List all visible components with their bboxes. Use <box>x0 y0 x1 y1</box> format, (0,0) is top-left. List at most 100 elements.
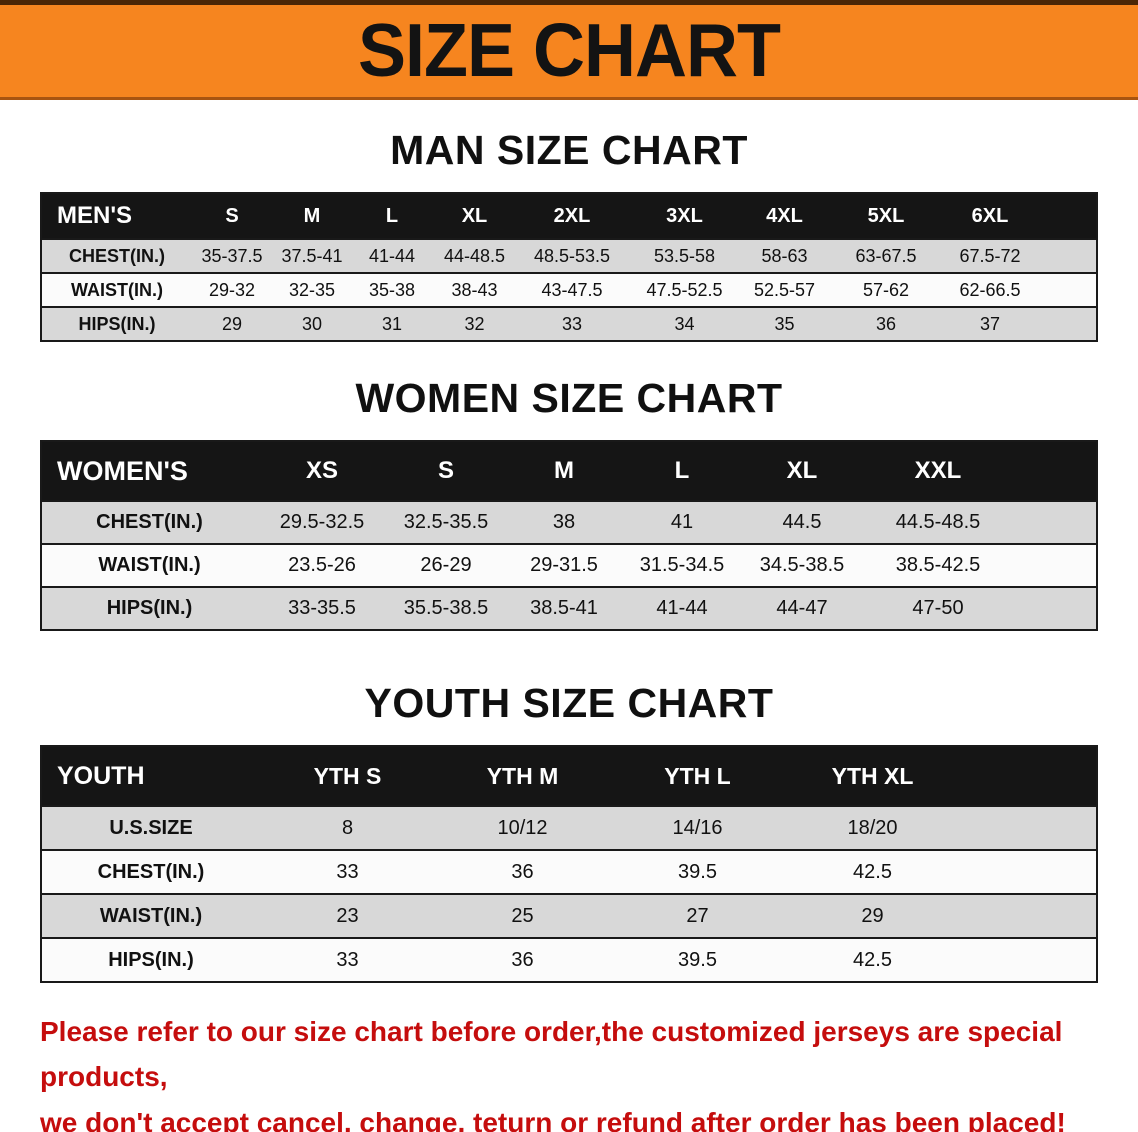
size-value: 63-67.5 <box>855 245 917 266</box>
size-value: 48.5-53.5 <box>533 245 611 266</box>
size-value: 62-66.5 <box>959 279 1021 300</box>
measurement-row: WAIST(IN.) 23.5-26 26-29 29-31.5 31.5-34.5 34… <box>42 543 1096 586</box>
row-label: HIPS(IN.) <box>108 948 194 971</box>
men-heading: MAN SIZE CHART <box>390 127 748 173</box>
youth-section: YOUTH SIZE CHART YOUTH YTH S YTH M YTH L YTH … <box>0 681 1138 983</box>
youth-table-title: YOUTH <box>57 761 145 790</box>
size-column-header: YTH L <box>664 762 731 789</box>
size-value: 33 <box>336 948 359 971</box>
size-value: 39.5 <box>678 860 717 883</box>
sections-container: MAN SIZE CHART MEN'S S M L XL 2XL 3XL 4XL 5XL 6XL C… <box>0 128 1138 983</box>
men-section: MAN SIZE CHART MEN'S S M L XL 2XL 3XL 4XL 5XL 6XL C… <box>0 128 1138 342</box>
measurement-row: WAIST(IN.) 29-32 32-35 35-38 38-43 43-47.5 47.… <box>42 272 1096 306</box>
size-value: 38.5-41 <box>530 597 598 619</box>
size-value: 34 <box>674 313 695 334</box>
youth-header-row: YOUTH YTH S YTH M YTH L YTH XL <box>42 747 1096 805</box>
size-value: 42.5 <box>853 948 892 971</box>
size-value: 34.5-38.5 <box>759 554 845 576</box>
women-heading: WOMEN SIZE CHART <box>355 375 783 421</box>
size-column-header: 6XL <box>971 204 1009 227</box>
size-column-header: M <box>554 457 574 484</box>
size-column-header: XL <box>786 457 818 484</box>
row-label: HIPS(IN.) <box>78 313 156 334</box>
measurement-row: CHEST(IN.) 29.5-32.5 32.5-35.5 38 41 44.5 44.5… <box>42 500 1096 543</box>
size-value: 27 <box>686 904 709 927</box>
size-value: 36 <box>511 860 534 883</box>
measurement-row: HIPS(IN.) 33 36 39.5 42.5 <box>42 937 1096 981</box>
size-value: 10/12 <box>497 816 548 839</box>
size-value: 57-62 <box>862 279 910 300</box>
size-value: 47.5-52.5 <box>646 279 723 300</box>
size-column-header: YTH M <box>486 762 559 789</box>
banner: SIZE CHART <box>0 0 1138 100</box>
women-size-table: WOMEN'S XS S M L XL XXL CHEST(IN.) 29.5-32.5 32.5… <box>40 440 1098 631</box>
size-value: 47-50 <box>912 597 964 619</box>
measurement-row: WAIST(IN.) 23 25 27 29 <box>42 893 1096 937</box>
size-value: 29.5-32.5 <box>279 511 365 533</box>
size-value: 41-44 <box>368 245 416 266</box>
size-value: 58-63 <box>761 245 808 266</box>
measurement-row: U.S.SIZE 8 10/12 14/16 18/20 <box>42 805 1096 849</box>
measurement-row: CHEST(IN.) 35-37.5 37.5-41 41-44 44-48.5 48.5… <box>42 238 1096 272</box>
size-column-header: XS <box>305 457 338 484</box>
size-value: 23 <box>336 904 359 927</box>
size-value: 37.5-41 <box>281 245 343 266</box>
size-value: 32 <box>464 313 485 334</box>
size-value: 32.5-35.5 <box>403 511 489 533</box>
row-label: CHEST(IN.) <box>97 860 205 883</box>
size-value: 32-35 <box>288 279 336 300</box>
size-value: 36 <box>875 313 897 334</box>
size-value: 38-43 <box>451 279 498 300</box>
size-value: 53.5-58 <box>653 245 716 266</box>
measurement-row: HIPS(IN.) 29 30 31 32 33 34 35 36 37 <box>42 306 1096 340</box>
size-value: 39.5 <box>678 948 717 971</box>
size-value: 8 <box>341 816 354 839</box>
men-header-row: MEN'S S M L XL 2XL 3XL 4XL 5XL 6XL <box>42 194 1096 238</box>
size-value: 33 <box>561 313 583 334</box>
size-column-header: L <box>674 457 690 484</box>
size-value: 31.5-34.5 <box>639 554 725 576</box>
row-label: U.S.SIZE <box>109 816 193 839</box>
size-value: 23.5-26 <box>288 554 356 576</box>
row-label: WAIST(IN.) <box>71 279 163 300</box>
women-section: WOMEN SIZE CHART WOMEN'S XS S M L XL XXL CHEST(I… <box>0 376 1138 631</box>
size-value: 44.5 <box>782 511 822 533</box>
size-value: 38 <box>552 511 576 533</box>
size-value: 31 <box>381 313 403 334</box>
size-value: 29-31.5 <box>530 554 598 576</box>
size-column-header: 2XL <box>553 204 591 227</box>
notice-line-2: we don't accept cancel, change, teturn o… <box>40 1106 1066 1132</box>
size-column-header: 5XL <box>867 204 905 227</box>
size-value: 18/20 <box>847 816 898 839</box>
size-value: 41-44 <box>656 597 708 619</box>
size-value: 41 <box>670 511 694 533</box>
size-value: 43-47.5 <box>541 279 603 300</box>
notice-line-1: Please refer to our size chart before or… <box>40 1016 1063 1093</box>
size-column-header: 4XL <box>766 204 803 227</box>
row-label: CHEST(IN.) <box>69 245 165 266</box>
size-value: 33-35.5 <box>288 597 356 619</box>
row-label: CHEST(IN.) <box>96 511 203 533</box>
size-value: 14/16 <box>672 816 723 839</box>
size-value: 38.5-42.5 <box>895 554 981 576</box>
size-column-header: XXL <box>914 457 962 484</box>
notice: Please refer to our size chart before or… <box>40 1009 1100 1132</box>
size-value: 35.5-38.5 <box>403 597 489 619</box>
measurement-row: HIPS(IN.) 33-35.5 35.5-38.5 38.5-41 41-44 44-… <box>42 586 1096 629</box>
size-value: 33 <box>336 860 359 883</box>
size-column-header: M <box>303 204 321 227</box>
size-value: 35-38 <box>368 279 416 300</box>
size-value: 52.5-57 <box>753 279 816 300</box>
size-value: 42.5 <box>853 860 892 883</box>
size-value: 26-29 <box>420 554 472 576</box>
size-value: 44-48.5 <box>443 245 506 266</box>
size-column-header: S <box>437 457 454 484</box>
page-title: SIZE CHART <box>358 9 781 93</box>
row-label: WAIST(IN.) <box>98 554 201 576</box>
size-value: 44-47 <box>776 597 828 619</box>
size-column-header: YTH XL <box>831 762 914 789</box>
size-value: 29-32 <box>208 279 256 300</box>
women-header-row: WOMEN'S XS S M L XL XXL <box>42 442 1096 500</box>
youth-heading: YOUTH SIZE CHART <box>364 680 774 726</box>
